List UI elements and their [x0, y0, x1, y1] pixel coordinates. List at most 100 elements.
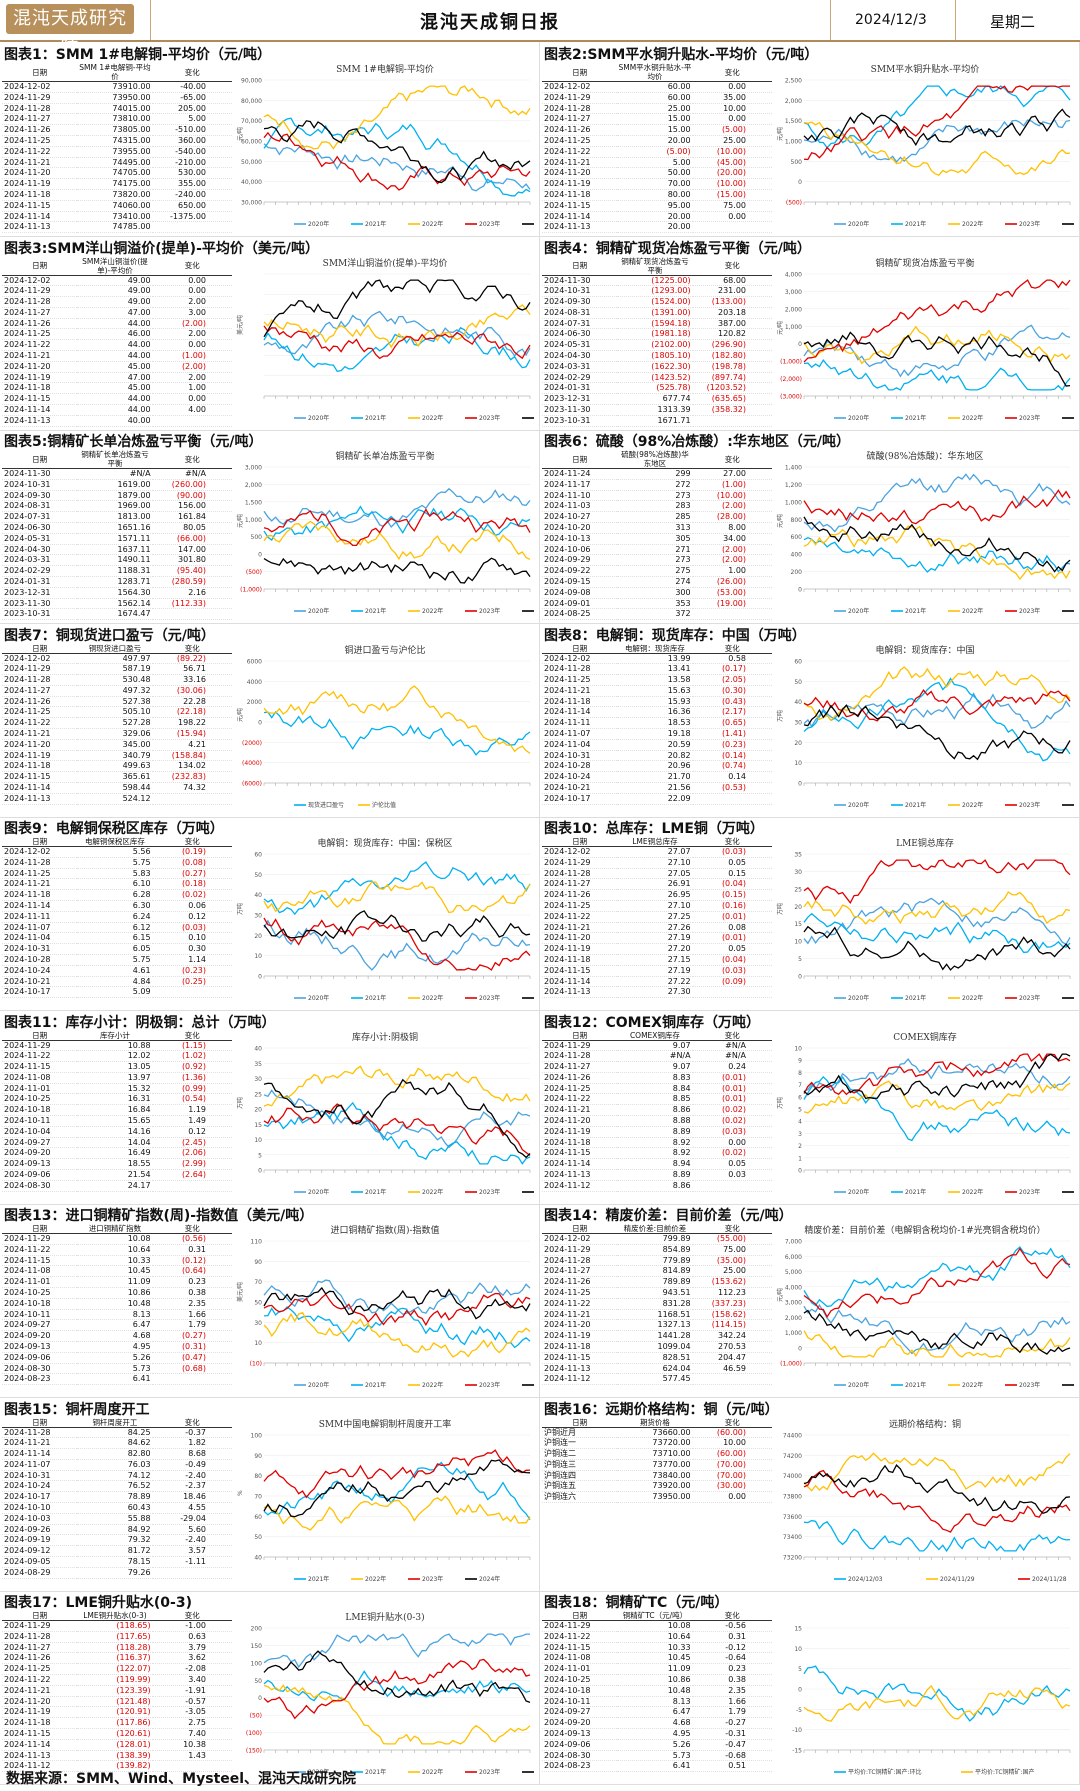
table-cell: 1.79: [692, 1706, 772, 1719]
table-row: 2024-11-22 12.02 (1.02): [2, 1050, 232, 1063]
chart-panel-7: 图表7：铜现货进口盈亏（元/吨） 日期 铜现货进口盈亏 变化 2024-12-02 497…: [0, 622, 540, 818]
table-cell: (2.00): [152, 361, 232, 373]
table-cell: 2024-12-02: [2, 653, 78, 665]
series-line: [263, 1461, 531, 1520]
table-cell: 2023-10-31: [542, 415, 618, 427]
table-cell: 2024-12-02: [542, 653, 618, 665]
table-cell: 1188.31: [77, 565, 153, 577]
legend-label: 2020年: [308, 994, 329, 1002]
table-row: 2024-11-18 80.00 (15.00): [542, 189, 772, 201]
table-cell: 5.60: [152, 1524, 232, 1536]
table-cell: 161.84: [152, 511, 232, 523]
y-tick-label: (100): [246, 1730, 262, 1737]
series-line: [263, 326, 531, 372]
table-cell: 16.31: [77, 1093, 153, 1106]
table-cell: 360.00: [152, 135, 232, 147]
table-cell: 2024-11-28: [2, 857, 78, 869]
y-tick-label: 60: [254, 852, 262, 859]
table-cell: 73805.00: [77, 124, 153, 136]
table-cell: 2024-10-04: [2, 1126, 78, 1138]
table-cell: (0.47): [152, 1352, 232, 1364]
table-cell: [152, 793, 232, 805]
table-cell: 16.36: [617, 706, 693, 719]
table-cell: 2024-12-02: [2, 275, 78, 287]
table-header: 铜精矿TC（元/吨）: [617, 1611, 693, 1621]
table-cell: 353: [617, 598, 693, 610]
table-cell: (2.05): [692, 674, 772, 686]
y-tick-label: 0: [798, 587, 802, 594]
table-cell: 2024-11-14: [2, 1739, 78, 1751]
table-cell: 49.00: [77, 275, 153, 287]
table-cell: 5.00: [152, 113, 232, 126]
legend-label: 2022年: [422, 607, 443, 615]
table-row: 2024-09-19 79.32 -2.40: [2, 1534, 232, 1547]
table-row: 2024-11-29 854.89 75.00: [542, 1244, 772, 1256]
legend-label: 沪伦比值: [372, 801, 396, 809]
table-cell: 2024-11-18: [542, 1341, 618, 1353]
table-cell: 2024-11-29: [2, 663, 78, 676]
table-row: 2023-10-31 1674.47: [2, 608, 232, 621]
table-cell: 2024-11-22: [542, 146, 618, 158]
table-cell: 9.07: [617, 1061, 693, 1073]
legend-label: 2022年: [962, 994, 983, 1002]
table-cell: 73840.00: [617, 1470, 693, 1482]
panel-title: 图表9：电解铜保税区库存（万吨）: [4, 821, 224, 837]
y-tick-label: 9: [798, 1057, 802, 1064]
table-row: 沪铜连三 73770.00 (70.00): [542, 1459, 772, 1471]
series-line: [803, 325, 1071, 364]
chart-title: SMM 1#电解铜-平均价: [336, 63, 434, 75]
table-row: 2024-11-13 8.89 0.03: [542, 1169, 772, 1181]
company-logo: 混沌天成研究院: [6, 4, 134, 59]
table-header: 变化: [152, 256, 232, 276]
table-cell: 198.22: [152, 717, 232, 730]
y-tick-label: 0: [798, 1687, 802, 1694]
table-row: 2024-09-15 274 (26.00): [542, 576, 772, 588]
table-cell: 2024-08-23: [2, 1373, 78, 1386]
table-cell: (1.00): [692, 479, 772, 491]
table-cell: 2024-11-27: [542, 878, 618, 891]
table-cell: -2.40: [152, 1534, 232, 1547]
table-cell: 74.12: [77, 1470, 153, 1482]
table-cell: 2024-09-13: [2, 1341, 78, 1353]
table-cell: (1.15): [152, 1040, 232, 1052]
series-line: [803, 1665, 1071, 1722]
table-row: 2024-11-27 47.00 3.00: [2, 307, 232, 319]
table-cell: (121.48): [77, 1696, 153, 1708]
table-cell: -0.57: [152, 1696, 232, 1708]
table-cell: 44.00: [77, 339, 153, 352]
table-cell: 2024-11-28: [542, 1050, 618, 1063]
table-cell: 20.00: [617, 221, 693, 234]
table-row: 2024-11-29 10.08 -0.56: [542, 1620, 772, 1632]
y-tick-label: 110: [251, 1239, 263, 1246]
y-tick-label: 0: [258, 719, 262, 726]
legend-label: 2024/12/03: [848, 1576, 883, 1583]
y-axis-label: 美元/吨: [236, 1282, 244, 1302]
table-cell: 2024-12-02: [2, 81, 78, 93]
table-cell: 13.58: [617, 674, 693, 686]
table-row: 2024-11-04 6.15 0.10: [2, 932, 232, 945]
table-cell: (0.64): [152, 1265, 232, 1278]
table-row: 2024-11-26 73805.00 -510.00: [2, 124, 232, 136]
y-axis-label: 美元/吨: [236, 314, 244, 334]
data-table: 日期 铜精矿现货冶炼盈亏平衡 变化 2024-11-30 (1225.00) 68.00 2…: [542, 256, 772, 427]
table-cell: 2024-10-21: [2, 976, 78, 988]
table-cell: 2024-11-25: [2, 135, 78, 147]
table-cell: 0.10: [152, 932, 232, 945]
table-cell: 1.79: [152, 1319, 232, 1332]
table-cell: 2.00: [152, 372, 232, 384]
table-header: 期货价格: [617, 1417, 693, 1428]
table-cell: (15.94): [152, 728, 232, 740]
legend-label: 2024/11/29: [940, 1576, 975, 1583]
table-row: 2024-11-19 27.20 0.05: [542, 943, 772, 955]
y-tick-label: 0: [798, 179, 802, 186]
legend-label: 2020年: [848, 607, 869, 615]
table-header: 日期: [2, 256, 78, 276]
table-cell: (15.00): [692, 189, 772, 201]
y-tick-label: 50: [254, 1534, 262, 1541]
table-cell: 2024-11-22: [2, 339, 78, 352]
table-row: 2024-09-06 21.54 (2.64): [2, 1169, 232, 1181]
table-row: 2024-07-31 (1594.18) 387.00: [542, 318, 772, 330]
y-tick-label: 0: [798, 1167, 802, 1174]
table-header: 变化: [692, 1417, 772, 1428]
table-cell: 2024-11-26: [542, 889, 618, 901]
